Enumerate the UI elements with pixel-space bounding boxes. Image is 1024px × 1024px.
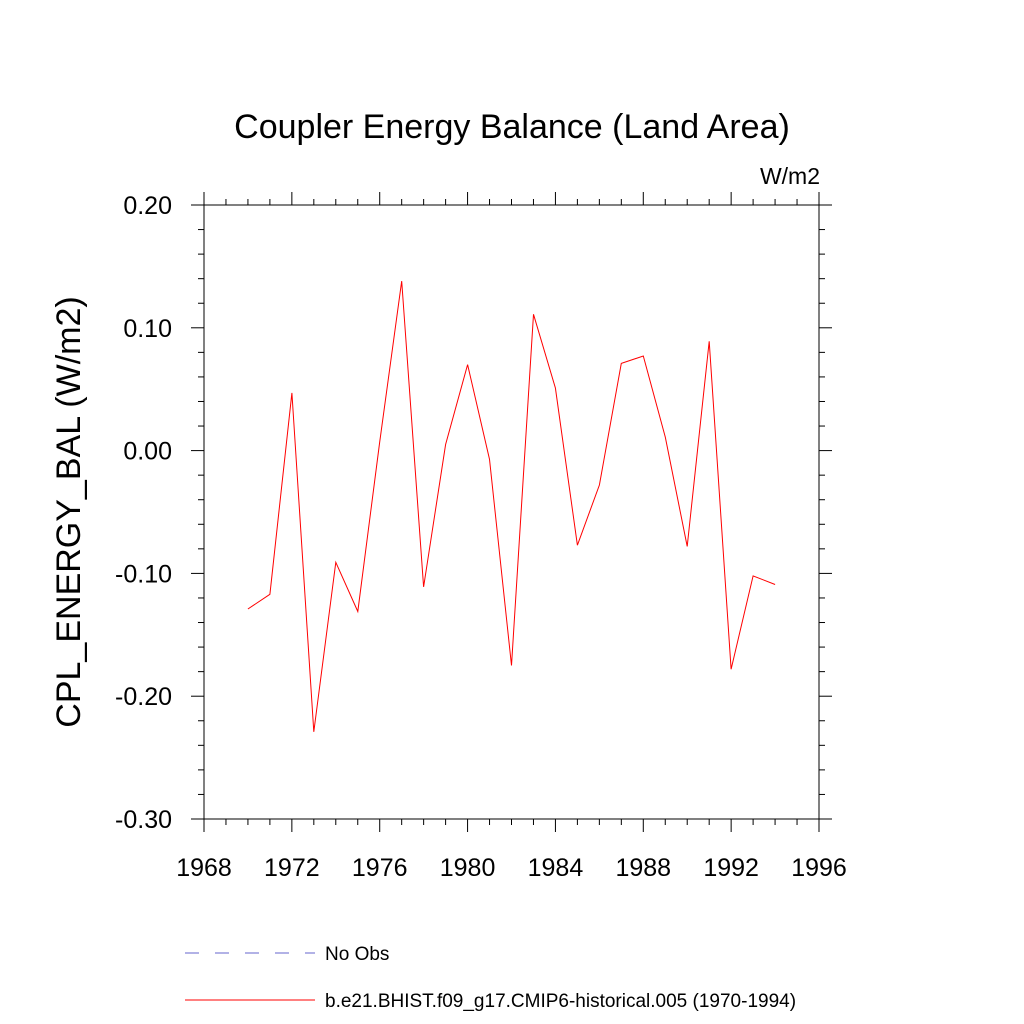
x-tick-label: 1968 bbox=[176, 854, 232, 882]
x-tick-label: 1996 bbox=[791, 854, 847, 882]
y-tick-label: 0.20 bbox=[123, 192, 172, 220]
y-tick-label: -0.10 bbox=[115, 560, 172, 588]
x-tick-label: 1976 bbox=[352, 854, 408, 882]
y-tick-label: -0.30 bbox=[115, 806, 172, 834]
legend-label: b.e21.BHIST.f09_g17.CMIP6-historical.005… bbox=[325, 991, 796, 1012]
x-tick-label: 1992 bbox=[703, 854, 759, 882]
legend-label: No Obs bbox=[325, 944, 389, 965]
x-tick-label: 1988 bbox=[615, 854, 671, 882]
x-tick-label: 1984 bbox=[528, 854, 584, 882]
x-tick-label: 1980 bbox=[440, 854, 496, 882]
y-tick-label: 0.00 bbox=[123, 438, 172, 466]
axis-ticks bbox=[191, 192, 832, 832]
y-tick-label: 0.10 bbox=[123, 315, 172, 343]
x-tick-label: 1972 bbox=[264, 854, 320, 882]
series-line bbox=[247, 281, 776, 732]
chart-title: Coupler Energy Balance (Land Area) bbox=[234, 108, 790, 146]
y-axis-label: CPL_ENERGY_BAL (W/m2) bbox=[50, 296, 88, 727]
legend: No Obs b.e21.BHIST.f09_g17.CMIP6-historic… bbox=[185, 944, 796, 1012]
y-tick-label: -0.20 bbox=[115, 683, 172, 711]
plot-frame bbox=[203, 204, 820, 820]
series-layer bbox=[247, 281, 776, 732]
axis-tick-labels: 1968 1972 1976 1980 1984 1988 1992 1996 -0.30 -0.… bbox=[115, 192, 847, 882]
units-label: W/m2 bbox=[760, 163, 820, 189]
